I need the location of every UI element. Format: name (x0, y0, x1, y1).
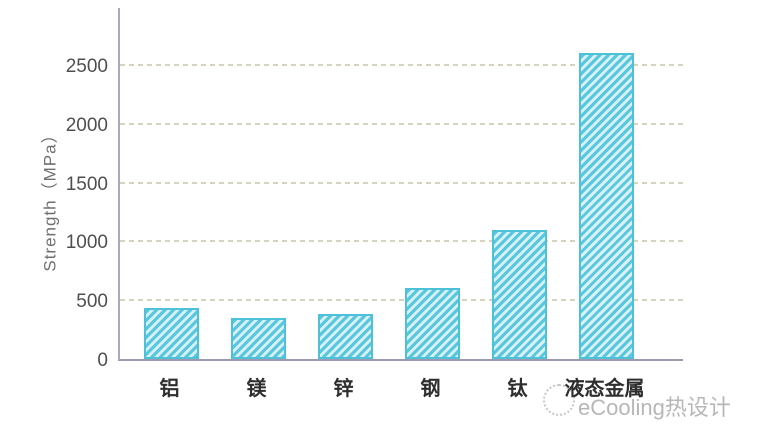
bar-镁 (231, 318, 286, 359)
watermark-logo-icon (543, 384, 575, 416)
y-tick-label-1500: 1500 (65, 173, 108, 195)
x-tick-label-钛: 钛 (507, 378, 528, 400)
bar-锌 (318, 314, 373, 359)
y-tick-label-2000: 2000 (65, 114, 108, 136)
x-tick-label-铝: 铝 (159, 378, 180, 400)
gridline-2500 (120, 63, 683, 66)
y-tick-label-1000: 1000 (65, 232, 108, 254)
bar-液态金属 (579, 53, 634, 359)
gridline-1000 (120, 240, 683, 243)
bar-钢 (405, 288, 460, 359)
plot-area (118, 8, 683, 361)
watermark-text: eCooling热设计 (578, 395, 731, 420)
gridline-2000 (120, 122, 683, 125)
bar-钛 (492, 230, 547, 359)
x-tick-label-钢: 钢 (420, 378, 441, 400)
bar-铝 (144, 308, 199, 359)
x-tick-label-液态金属: 液态金属 (564, 378, 645, 400)
gridline-500 (120, 299, 683, 302)
x-tick-label-镁: 镁 (246, 378, 267, 400)
y-tick-label-2500: 2500 (65, 55, 108, 77)
gridline-1500 (120, 181, 683, 184)
y-tick-label-500: 500 (76, 291, 108, 313)
x-tick-label-锌: 锌 (333, 378, 354, 400)
y-tick-label-0: 0 (97, 350, 108, 371)
